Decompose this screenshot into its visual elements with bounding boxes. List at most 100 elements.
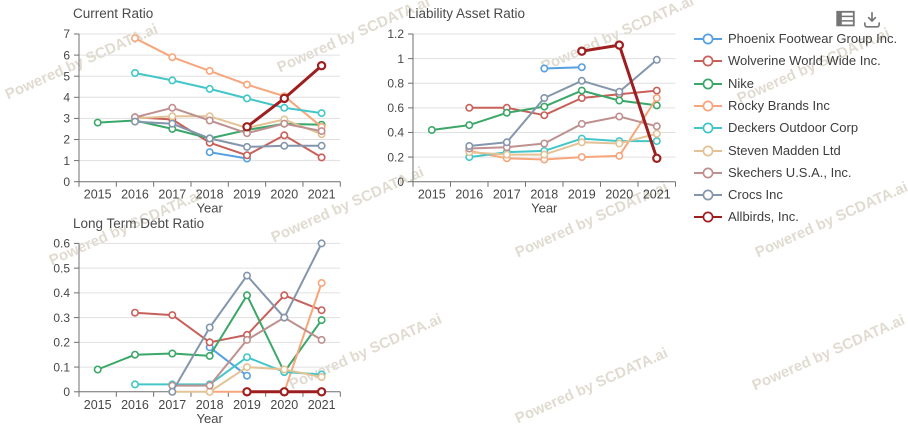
x-tick-label: 2016	[121, 398, 149, 412]
legend-marker-icon	[694, 122, 722, 134]
data-point-marker	[168, 103, 177, 112]
legend-item-label: Nike	[728, 75, 755, 91]
legend-item-crocs-inc[interactable]: Crocs Inc	[694, 186, 783, 204]
legend-item-nike[interactable]: Nike	[694, 75, 754, 93]
legend-item-wolverine-world-wide-inc[interactable]: Wolverine World Wide Inc.	[694, 52, 881, 70]
data-point-marker	[577, 63, 586, 72]
data-point-marker	[280, 103, 289, 112]
data-point-marker	[577, 46, 587, 56]
data-point-marker	[577, 138, 586, 147]
data-point-marker	[243, 353, 252, 362]
save-as-image-button[interactable]	[860, 8, 884, 32]
chart-long-term-debt-ratio: Long Term Debt Ratio 0 0.1 0.2 0.3 0.4 0.5 0.6 2…	[53, 216, 341, 426]
series-line	[468, 58, 658, 147]
data-point-marker	[615, 112, 624, 121]
data-point-marker	[243, 371, 252, 380]
series-crocs-inc[interactable]	[168, 239, 326, 396]
series-phoenix-footwear-group-inc[interactable]	[540, 63, 586, 73]
y-tick-label: 1	[63, 154, 70, 168]
y-tick-label: 0	[397, 175, 404, 189]
data-point-marker	[317, 335, 326, 344]
y-tick-label: 0	[63, 175, 70, 189]
data-point-marker	[540, 139, 549, 148]
x-tick-label: 2018	[530, 188, 558, 202]
data-point-marker	[243, 80, 252, 89]
data-point-marker	[243, 151, 252, 160]
series-line	[208, 282, 323, 393]
legend-item-label: Steven Madden Ltd	[728, 142, 841, 158]
legend-item-allbirds-inc[interactable]: Allbirds, Inc.	[694, 208, 799, 226]
legend-marker-icon	[694, 145, 722, 156]
data-point-marker	[615, 151, 624, 160]
y-tick-label: 0	[63, 385, 70, 399]
series-line	[134, 356, 323, 386]
series-wolverine-world-wide-inc[interactable]	[465, 86, 661, 120]
x-tick-label: 2017	[158, 188, 186, 202]
legend-marker-icon	[694, 189, 722, 201]
data-point-marker	[168, 311, 177, 320]
x-tick-label: 2017	[158, 398, 186, 412]
data-point-marker	[502, 150, 511, 159]
data-view-button[interactable]	[834, 8, 858, 32]
data-point-marker	[540, 64, 549, 73]
series-crocs-inc[interactable]	[465, 55, 661, 151]
y-tick-label: 2	[63, 133, 70, 147]
data-point-marker	[280, 291, 289, 300]
series-rocky-brands-inc[interactable]	[131, 34, 326, 131]
legend-item-skechers-u-s-a-inc[interactable]: Skechers U.S.A., Inc.	[694, 164, 852, 182]
x-tick-label: 2018	[196, 398, 224, 412]
legend-marker-icon	[694, 100, 722, 112]
y-tick-label: 1	[397, 52, 404, 66]
data-point-marker	[540, 150, 549, 159]
legend-item-label: Wolverine World Wide Inc.	[728, 53, 881, 69]
series-deckers-outdoor-corp[interactable]	[131, 69, 326, 118]
data-point-marker	[317, 153, 326, 162]
series-line	[134, 120, 323, 148]
series-skechers-u-s-a-inc[interactable]	[168, 313, 326, 390]
series-crocs-inc[interactable]	[131, 117, 326, 151]
x-tick-label: 2019	[233, 398, 261, 412]
data-point-marker	[243, 363, 252, 372]
series-allbirds-inc[interactable]	[577, 40, 662, 163]
data-point-marker	[652, 137, 661, 146]
data-point-marker	[316, 60, 327, 71]
data-point-marker	[652, 101, 661, 110]
y-tick-label: 0.5	[53, 261, 70, 275]
x-tick-label: 2021	[643, 188, 671, 202]
data-point-marker	[168, 76, 177, 85]
series-line	[96, 294, 323, 373]
x-tick-label: 2020	[270, 398, 298, 412]
legend-item-phoenix-footwear-group-inc[interactable]: Phoenix Footwear Group Inc.	[694, 30, 897, 48]
data-point-marker	[243, 335, 252, 344]
series-skechers-u-s-a-inc[interactable]	[131, 103, 326, 138]
series-allbirds-inc[interactable]	[242, 60, 327, 132]
x-tick-label: 2020	[270, 188, 298, 202]
y-tick-label: 3	[63, 112, 70, 126]
data-point-marker	[317, 372, 326, 381]
data-point-marker	[131, 380, 140, 389]
x-tick-label: 2019	[568, 188, 596, 202]
legend-item-deckers-outdoor-corp[interactable]: Deckers Outdoor Corp	[694, 119, 858, 137]
series-nike[interactable]	[427, 86, 661, 135]
data-point-marker	[577, 76, 586, 85]
legend-item-steven-madden-ltd[interactable]: Steven Madden Ltd	[694, 142, 841, 160]
data-point-marker	[205, 116, 214, 125]
data-point-marker	[168, 349, 177, 358]
data-point-marker	[317, 316, 326, 325]
series-rocky-brands-inc[interactable]	[465, 94, 661, 164]
data-point-marker	[577, 86, 586, 95]
data-point-marker	[131, 350, 140, 359]
series-allbirds-inc[interactable]	[242, 387, 327, 397]
download-icon	[864, 12, 880, 28]
series-line	[134, 72, 323, 115]
y-tick-label: 4	[63, 91, 70, 105]
y-tick-label: 0.8	[387, 76, 404, 90]
legend-marker-icon	[694, 211, 722, 223]
data-point-marker	[131, 308, 140, 317]
series-line	[468, 97, 658, 161]
data-point-marker	[243, 142, 252, 151]
data-point-marker	[317, 127, 326, 136]
legend-item-rocky-brands-inc[interactable]: Rocky Brands Inc	[694, 97, 830, 115]
legend-marker-icon	[694, 78, 722, 90]
